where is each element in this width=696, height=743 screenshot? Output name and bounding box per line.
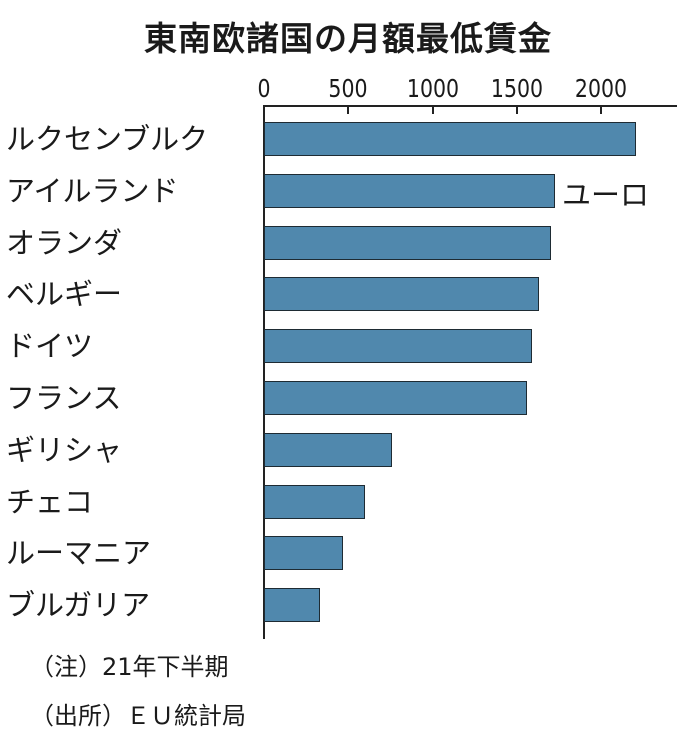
x-tick-mark bbox=[432, 105, 434, 114]
x-tick-text: 1500 bbox=[490, 74, 544, 103]
x-tick-label: 2000 bbox=[569, 74, 633, 103]
category-label: ルーマニア bbox=[6, 536, 152, 570]
category-label: オランダ bbox=[6, 226, 123, 260]
bar bbox=[264, 381, 527, 415]
note-source: （出所）ＥＵ統計局 bbox=[30, 702, 246, 730]
x-tick-text: 2000 bbox=[574, 74, 628, 103]
bar bbox=[264, 174, 555, 208]
category-label: アイルランド bbox=[6, 174, 179, 208]
category-label: チェコ bbox=[6, 485, 94, 519]
x-tick-text: 500 bbox=[328, 74, 368, 103]
y-axis-line bbox=[263, 105, 265, 639]
bar bbox=[264, 433, 392, 467]
x-tick-label: 1000 bbox=[401, 74, 465, 103]
note-period: （注）21年下半期 bbox=[30, 653, 229, 681]
bar bbox=[264, 588, 320, 622]
x-tick-label: 500 bbox=[324, 74, 372, 103]
x-axis-line bbox=[263, 105, 677, 107]
x-tick-text: 0 bbox=[257, 74, 271, 103]
bar bbox=[264, 122, 636, 156]
category-label: ベルギー bbox=[6, 277, 123, 311]
x-tick-label: 1500 bbox=[485, 74, 549, 103]
category-label: ドイツ bbox=[6, 329, 94, 363]
bar bbox=[264, 536, 343, 570]
x-tick-mark bbox=[347, 105, 349, 114]
x-tick-text: 1000 bbox=[406, 74, 460, 103]
x-tick-mark bbox=[516, 105, 518, 114]
x-tick-mark bbox=[600, 105, 602, 114]
category-label: ルクセンブルク bbox=[6, 122, 209, 156]
bar bbox=[264, 226, 551, 260]
category-label: ブルガリア bbox=[6, 588, 151, 622]
category-label: フランス bbox=[6, 381, 122, 415]
bar bbox=[264, 329, 532, 363]
category-label: ギリシャ bbox=[6, 433, 123, 467]
bar bbox=[264, 485, 365, 519]
chart-title: 東南欧諸国の月額最低賃金 bbox=[144, 19, 552, 58]
bar bbox=[264, 277, 539, 311]
unit-label: ユーロ bbox=[562, 178, 650, 212]
x-tick-label: 0 bbox=[256, 74, 272, 103]
